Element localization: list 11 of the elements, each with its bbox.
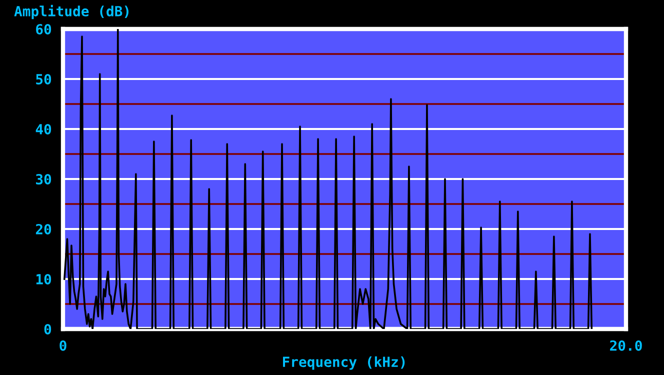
y-tick-label: 50 [36,74,52,84]
y-axis-title: Amplitude (dB) [14,4,128,20]
y-tick-label: 60 [36,24,52,34]
y-tick-label: 20 [36,224,52,234]
y-tick-label: 40 [36,124,52,134]
y-tick-label: 10 [36,274,52,284]
line-series [64,29,593,329]
y-tick-label: 0 [44,324,52,334]
x-axis-title: Frequency (kHz) [283,356,405,370]
y-tick-label: 30 [36,174,52,184]
x-tick-label: 20.0 [610,340,642,351]
